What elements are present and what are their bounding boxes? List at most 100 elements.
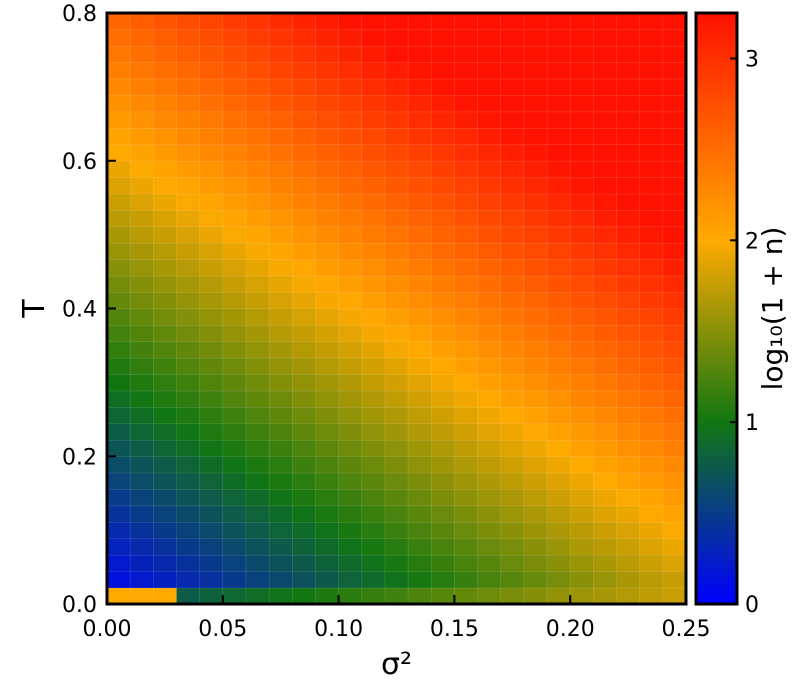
- heatmap-cell: [199, 341, 224, 359]
- heatmap-cell: [639, 61, 664, 80]
- heatmap-cell: [569, 488, 595, 507]
- heatmap-cell: [523, 554, 548, 572]
- heatmap-cell: [407, 275, 432, 293]
- heatmap-cell: [523, 308, 548, 326]
- heatmap-cell: [639, 505, 664, 523]
- heatmap-cell: [523, 111, 548, 129]
- heatmap-cell: [291, 61, 317, 80]
- heatmap-cell: [454, 538, 479, 556]
- heatmap-cell: [407, 144, 432, 162]
- heatmap-cell: [222, 324, 247, 343]
- heatmap-cell: [129, 324, 155, 343]
- heatmap-cell: [384, 455, 409, 474]
- heatmap-cell: [361, 308, 386, 326]
- heatmap-cell: [500, 341, 525, 359]
- heatmap-cell: [639, 373, 664, 392]
- heatmap-cell: [477, 94, 502, 113]
- heatmap-cell: [384, 193, 409, 211]
- heatmap-cell: [500, 209, 525, 228]
- heatmap-cell: [546, 570, 571, 589]
- heatmap-cell: [523, 587, 548, 605]
- heatmap-cell: [593, 45, 618, 63]
- heatmap-cell: [546, 538, 571, 556]
- heatmap-cell: [106, 439, 131, 457]
- heatmap-cell: [338, 78, 363, 96]
- heatmap-cell: [593, 439, 618, 457]
- heatmap-cell: [454, 242, 479, 260]
- heatmap-cell: [245, 406, 270, 425]
- heatmap-cell: [454, 193, 479, 211]
- heatmap-cell: [639, 78, 664, 96]
- heatmap-cell: [454, 94, 479, 113]
- heatmap-cell: [546, 242, 571, 260]
- heatmap-cell: [662, 554, 687, 572]
- heatmap-cell: [199, 78, 224, 96]
- heatmap-cell: [222, 193, 247, 211]
- heatmap-cell: [593, 144, 618, 162]
- heatmap-cell: [222, 291, 247, 310]
- heatmap-cell: [546, 521, 571, 540]
- heatmap-cell: [662, 226, 687, 244]
- heatmap-cell: [477, 61, 502, 80]
- heatmap-cell: [639, 587, 664, 605]
- heatmap-cell: [430, 61, 456, 80]
- heatmap-cell: [500, 176, 525, 195]
- heatmap-cell: [199, 521, 224, 540]
- heatmap-cell: [338, 12, 363, 31]
- heatmap-cell: [407, 209, 432, 228]
- heatmap-cell: [268, 423, 293, 441]
- heatmap-cell: [639, 160, 664, 178]
- heatmap-cell: [199, 390, 224, 408]
- heatmap-cell: [199, 45, 224, 63]
- heatmap-cell: [454, 176, 479, 195]
- heatmap-cell: [199, 439, 224, 457]
- heatmap-cell: [291, 455, 317, 474]
- heatmap-cell: [315, 291, 340, 310]
- heatmap-cell: [593, 406, 618, 425]
- heatmap-cell: [291, 538, 317, 556]
- heatmap-cell: [662, 144, 687, 162]
- heatmap-cell: [384, 242, 409, 260]
- heatmap-cell: [245, 308, 270, 326]
- heatmap-cell: [430, 176, 456, 195]
- heatmap-cell: [616, 472, 641, 490]
- heatmap-cell: [523, 505, 548, 523]
- heatmap-cell: [477, 439, 502, 457]
- heatmap-cell: [523, 373, 548, 392]
- heatmap-cell: [523, 78, 548, 96]
- heatmap-cell: [569, 308, 595, 326]
- heatmap-cell: [338, 61, 363, 80]
- heatmap-cell: [662, 390, 687, 408]
- heatmap-cell: [430, 373, 456, 392]
- heatmap-cell: [593, 324, 618, 343]
- heatmap-cell: [199, 193, 224, 211]
- heatmap-cell: [384, 144, 409, 162]
- heatmap-cell: [407, 242, 432, 260]
- heatmap-cell: [384, 488, 409, 507]
- heatmap-cell: [291, 505, 317, 523]
- heatmap-cell: [454, 160, 479, 178]
- heatmap-cell: [593, 61, 618, 80]
- heatmap-cell: [315, 455, 340, 474]
- heatmap-cell: [106, 554, 131, 572]
- heatmap-cell: [129, 242, 155, 260]
- heatmap-cell: [176, 554, 201, 572]
- heatmap-cell: [245, 554, 270, 572]
- heatmap-cell: [546, 390, 571, 408]
- heatmap-cell: [477, 423, 502, 441]
- heatmap-cell: [407, 554, 432, 572]
- heatmap-cell: [569, 94, 595, 113]
- heatmap-cell: [616, 12, 641, 31]
- heatmap-cell: [477, 78, 502, 96]
- heatmap-cell: [245, 111, 270, 129]
- heatmap-cell: [361, 341, 386, 359]
- heatmap-cell: [500, 439, 525, 457]
- heatmap-cell: [500, 193, 525, 211]
- heatmap-cell: [338, 144, 363, 162]
- heatmap-cell: [662, 455, 687, 474]
- heatmap-cell: [569, 275, 595, 293]
- x-tick-label: 0.00: [83, 617, 132, 642]
- heatmap-cell: [199, 373, 224, 392]
- heatmap-cell: [500, 111, 525, 129]
